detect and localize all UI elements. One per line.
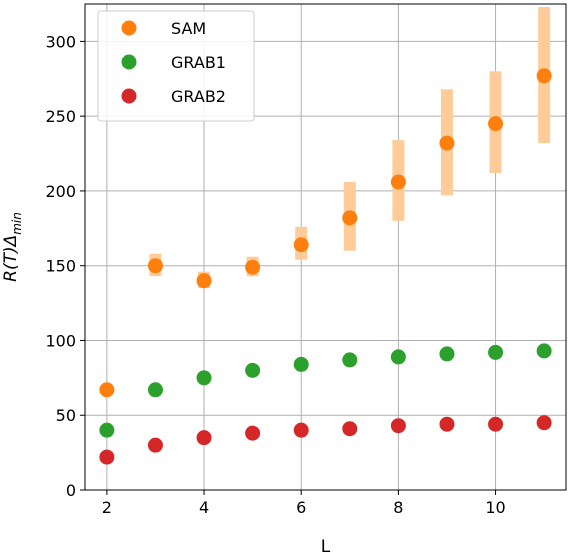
data-point-grab1 [390, 349, 406, 365]
data-point-grab2 [99, 449, 115, 465]
data-point-grab2 [439, 416, 455, 432]
x-tick-label: 4 [199, 498, 209, 517]
data-point-grab2 [293, 422, 309, 438]
data-points [99, 68, 552, 465]
y-tick-label: 200 [45, 182, 76, 201]
data-point-grab1 [536, 343, 552, 359]
data-point-sam [196, 273, 212, 289]
x-tick-label: 2 [102, 498, 112, 517]
data-point-sam [342, 210, 358, 226]
data-point-sam [293, 237, 309, 253]
data-point-grab2 [390, 418, 406, 434]
data-point-grab2 [488, 416, 504, 432]
legend-marker [121, 54, 137, 70]
data-point-grab1 [439, 346, 455, 362]
data-point-grab1 [196, 370, 212, 386]
data-point-grab1 [342, 352, 358, 368]
data-point-grab2 [536, 415, 552, 431]
y-axis-label-subscript: min [10, 212, 24, 235]
data-point-grab1 [147, 382, 163, 398]
data-point-sam [488, 116, 504, 132]
data-point-sam [439, 135, 455, 151]
legend-label: GRAB1 [171, 53, 226, 72]
legend-label: SAM [171, 19, 206, 38]
y-axis-label-main: R(T)Δ [1, 235, 21, 282]
legend-marker [121, 20, 137, 36]
data-point-sam [390, 174, 406, 190]
y-tick-label: 0 [66, 481, 76, 500]
x-tick-label: 6 [296, 498, 306, 517]
x-tick-label: 10 [485, 498, 505, 517]
data-point-grab2 [245, 425, 261, 441]
data-point-sam [245, 259, 261, 275]
legend: SAM GRAB1 GRAB2 [97, 10, 255, 122]
data-point-grab1 [245, 362, 261, 378]
y-tick-label: 50 [56, 406, 76, 425]
y-tick-label: 150 [45, 257, 76, 276]
data-point-grab1 [488, 344, 504, 360]
plot-frame [84, 3, 567, 491]
y-tick-label: 250 [45, 107, 76, 126]
y-tick-label: 100 [45, 331, 76, 350]
legend-box [97, 10, 255, 122]
data-point-grab2 [196, 430, 212, 446]
x-axis-label: L [321, 537, 331, 557]
y-tick-label: 300 [45, 32, 76, 51]
data-point-grab2 [342, 421, 358, 437]
data-point-grab1 [293, 356, 309, 372]
data-point-sam [147, 258, 163, 274]
legend-label: GRAB2 [171, 87, 226, 106]
data-point-grab2 [147, 437, 163, 453]
data-point-sam [99, 382, 115, 398]
y-axis-label: R(T)Δmin [1, 212, 24, 282]
legend-marker [121, 88, 137, 104]
x-tick-label: 8 [393, 498, 403, 517]
data-point-grab1 [99, 422, 115, 438]
data-point-sam [536, 68, 552, 84]
